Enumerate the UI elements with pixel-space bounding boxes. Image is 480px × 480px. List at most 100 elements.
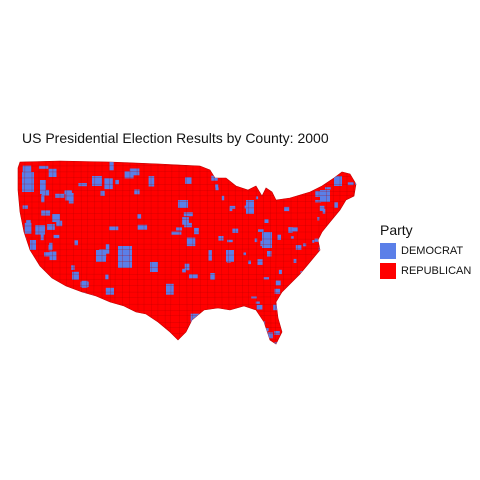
democrat-county (303, 165, 308, 171)
county-border (170, 161, 173, 344)
democrat-county (274, 179, 278, 185)
democrat-county (76, 292, 86, 302)
democrat-county (300, 271, 305, 274)
county-border (18, 266, 356, 269)
democrat-county (185, 177, 192, 184)
democrat-county (78, 183, 87, 187)
democrat-county (290, 236, 294, 239)
democrat-county (347, 325, 350, 330)
democrat-county (355, 333, 356, 339)
county-border (18, 212, 356, 215)
democrat-county (186, 237, 196, 247)
county-border (18, 254, 356, 257)
democrat-county (298, 172, 302, 177)
democrat-county (226, 250, 234, 262)
democrat-county (263, 277, 269, 280)
county-border (18, 333, 356, 335)
county-border (18, 201, 356, 203)
democrat-county (72, 271, 79, 280)
democrat-county (275, 280, 281, 286)
democrat-county (329, 288, 333, 294)
democrat-county (299, 339, 305, 342)
democrat-county (40, 233, 44, 241)
democrat-county (252, 320, 257, 326)
democrat-county (322, 208, 326, 214)
democrat-county (50, 295, 55, 306)
democrat-county (325, 187, 331, 190)
democrat-county (37, 288, 46, 300)
democrat-county (41, 194, 45, 203)
democrat-county (334, 202, 338, 208)
democrat-county (258, 229, 264, 232)
democrat-county (184, 263, 190, 271)
democrat-county (86, 294, 93, 304)
county-border (18, 218, 356, 221)
democrat-county (65, 190, 72, 201)
democrat-county (148, 176, 155, 187)
democrat-county (197, 334, 203, 339)
democrat-county (312, 240, 315, 243)
democrat-county (326, 270, 332, 274)
democrat-county (299, 289, 306, 295)
democrat-county (166, 283, 174, 295)
democrat-county (303, 243, 307, 247)
county-border (185, 161, 188, 344)
legend-swatch-democrat (380, 243, 396, 259)
democrat-county (311, 265, 314, 268)
democrat-county (253, 335, 260, 341)
democrat-county (118, 345, 121, 350)
county-border (18, 237, 356, 240)
democrat-county (30, 240, 36, 250)
democrat-county (194, 227, 199, 235)
democrat-county (35, 225, 46, 235)
democrat-county (274, 342, 280, 344)
democrat-county (92, 176, 102, 186)
democrat-county (293, 258, 297, 263)
democrat-county (55, 193, 65, 198)
democrat-county (27, 259, 34, 265)
democrat-county (251, 296, 257, 299)
democrat-county (190, 313, 201, 325)
democrat-county (182, 268, 186, 273)
democrat-county (48, 343, 58, 344)
democrat-county (40, 180, 46, 194)
democrat-county (259, 331, 262, 336)
democrat-county (74, 240, 78, 246)
democrat-county (47, 224, 55, 230)
county-border (18, 260, 356, 263)
democrat-county (171, 231, 182, 235)
democrat-county (104, 178, 113, 190)
democrat-county (263, 169, 268, 176)
democrat-county (245, 161, 250, 163)
democrat-county (331, 335, 335, 339)
democrat-county (23, 302, 32, 311)
democrat-county (255, 196, 259, 200)
democrat-county (96, 313, 100, 318)
democrat-county (246, 200, 254, 214)
democrat-county (71, 265, 75, 270)
democrat-county (317, 217, 320, 221)
democrat-county (19, 274, 23, 280)
democrat-county (350, 342, 353, 344)
democrat-county (115, 179, 119, 185)
democrat-county (290, 172, 293, 178)
democrat-county (100, 190, 105, 196)
democrat-county (292, 308, 297, 314)
democrat-county (19, 248, 26, 254)
democrat-county (317, 272, 323, 276)
democrat-county (256, 304, 263, 310)
democrat-county (346, 161, 351, 165)
democrat-county (273, 304, 277, 311)
democrat-county (292, 302, 297, 308)
democrat-county (229, 205, 236, 209)
democrat-county (257, 341, 261, 344)
democrat-county (100, 334, 106, 339)
democrat-county (330, 337, 336, 343)
democrat-county (216, 337, 223, 341)
democrat-county (126, 329, 132, 334)
democrat-county (347, 182, 354, 186)
democrat-county (319, 205, 325, 211)
democrat-county (98, 328, 103, 333)
democrat-county (20, 285, 29, 296)
democrat-county (303, 336, 308, 341)
